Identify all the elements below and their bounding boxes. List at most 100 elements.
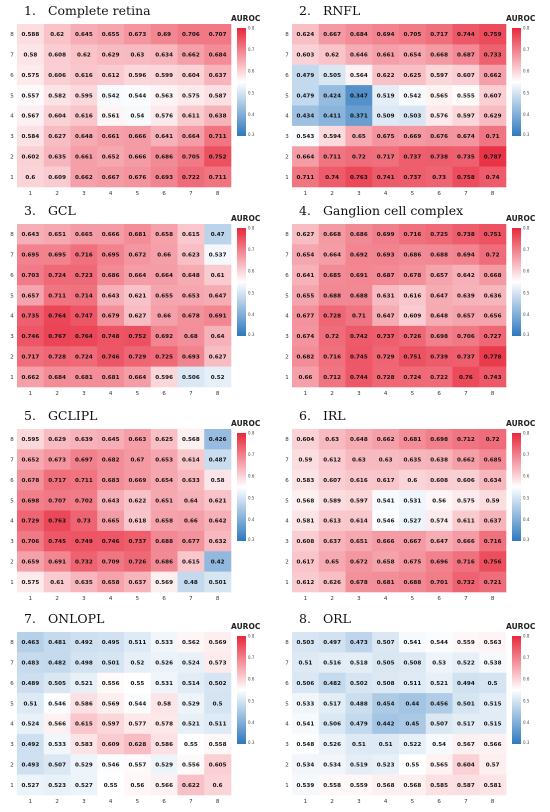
heatmap-cell <box>177 530 205 552</box>
cell-value-label: 0.624 <box>297 32 315 38</box>
heatmap-cell <box>425 733 453 755</box>
cell-value-label: 0.6 <box>213 783 223 789</box>
heatmap-cell <box>150 264 178 286</box>
cell-value-label: 0.442 <box>377 722 395 728</box>
cell-value-label: 0.732 <box>75 559 93 565</box>
cell-value-label: 0.612 <box>323 458 341 464</box>
heatmap-cell <box>292 285 320 306</box>
heatmap-cell <box>425 713 453 735</box>
heatmap-cell <box>150 146 178 167</box>
heatmap-cell <box>345 305 373 327</box>
x-tick-label: 1 <box>304 191 308 197</box>
cell-value-label: 0.589 <box>323 498 341 504</box>
cell-value-label: 0.533 <box>48 742 66 748</box>
heatmap-cell <box>345 754 373 775</box>
cell-value-label: 0.604 <box>297 437 315 443</box>
heatmap-cell <box>452 85 480 106</box>
cell-value-label: 0.502 <box>350 681 368 687</box>
cell-value-label: 0.566 <box>155 783 173 789</box>
cell-value-label: 0.506 <box>323 722 341 728</box>
cell-value-label: 0.65 <box>325 559 339 565</box>
cell-value-label: 0.516 <box>323 661 341 667</box>
heatmap-cell <box>17 652 45 674</box>
cell-value-label: 0.505 <box>377 661 395 667</box>
colorbar-tick-label: 0.4 <box>523 112 530 117</box>
cell-value-label: 0.581 <box>297 519 315 525</box>
heatmap-cell <box>150 429 178 450</box>
cell-value-label: 0.587 <box>209 93 227 99</box>
cell-value-label: 0.47 <box>211 232 225 238</box>
heatmap-cell <box>345 774 373 796</box>
cell-value-label: 0.693 <box>182 354 200 360</box>
cell-value-label: 0.655 <box>102 32 120 38</box>
heatmap-cell <box>399 325 427 347</box>
heatmap-cell <box>177 166 205 188</box>
heatmap-cell <box>150 305 178 327</box>
cell-value-label: 0.611 <box>457 519 475 525</box>
y-tick-label: 3 <box>285 134 289 140</box>
cell-value-label: 0.738 <box>457 232 475 238</box>
cell-value-label: 0.597 <box>430 73 448 79</box>
cell-value-label: 0.607 <box>457 73 475 79</box>
cell-value-label: 0.711 <box>209 134 227 140</box>
heatmap-cell <box>70 449 98 471</box>
cell-value-label: 0.596 <box>155 375 173 381</box>
heatmap-cell <box>425 105 453 127</box>
cell-value-label: 0.52 <box>130 661 144 667</box>
cell-value-label: 0.65 <box>352 134 366 140</box>
y-tick-label: 8 <box>10 232 14 238</box>
heatmap-cell <box>204 510 232 532</box>
heatmap-cell <box>318 652 346 674</box>
heatmap-cell <box>399 264 427 286</box>
heatmap-cell <box>97 774 125 796</box>
cell-value-label: 0.44 <box>405 701 419 707</box>
x-tick-label: 2 <box>55 596 59 602</box>
heatmap-cell <box>204 449 232 471</box>
cell-value-label: 0.666 <box>377 539 395 545</box>
heatmap-cell <box>70 490 98 511</box>
cell-value-label: 0.722 <box>182 175 200 181</box>
y-tick-label: 4 <box>10 519 14 525</box>
cell-value-label: 0.729 <box>22 519 40 525</box>
cell-value-label: 0.733 <box>484 53 502 59</box>
heatmap-cell <box>204 754 232 775</box>
heatmap-cell <box>479 64 507 86</box>
heatmap-cell <box>177 366 205 388</box>
heatmap-cell <box>177 64 205 86</box>
y-tick-label: 6 <box>10 73 14 79</box>
y-tick-label: 6 <box>285 73 289 79</box>
cell-value-label: 0.595 <box>22 437 40 443</box>
x-tick-label: 3 <box>82 799 86 805</box>
cell-value-label: 0.503 <box>297 640 315 646</box>
cell-value-label: 0.501 <box>102 661 120 667</box>
heatmap-cell <box>399 224 427 245</box>
cell-value-label: 0.61 <box>211 273 225 279</box>
y-tick-label: 1 <box>285 580 289 586</box>
cell-value-label: 0.482 <box>323 681 341 687</box>
cell-value-label: 0.573 <box>209 661 227 667</box>
y-tick-label: 3 <box>10 742 14 748</box>
heatmap-svg: 0.627 0.668 0.686 0.699 0.716 0.725 0.738 0.751… <box>285 214 536 397</box>
cell-value-label: 0.59 <box>486 498 500 504</box>
cell-value-label: 0.546 <box>48 701 66 707</box>
heatmap-cell <box>452 24 480 45</box>
cell-value-label: 0.509 <box>377 114 395 120</box>
cell-value-label: 0.696 <box>430 559 448 565</box>
heatmap-cell <box>17 244 45 266</box>
cell-value-label: 0.594 <box>323 134 341 140</box>
heatmap-cell <box>452 429 480 450</box>
cell-value-label: 0.62 <box>50 32 64 38</box>
heatmap-cell <box>204 244 232 266</box>
cell-value-label: 0.481 <box>48 640 66 646</box>
colorbar-tick-label: 0.6 <box>248 269 255 274</box>
cell-value-label: 0.675 <box>377 134 395 140</box>
heatmap-cell <box>97 469 125 491</box>
y-tick-label: 7 <box>10 661 14 667</box>
cell-value-label: 0.727 <box>484 334 502 340</box>
heatmap-cell <box>399 551 427 572</box>
x-tick-label: 6 <box>162 191 166 197</box>
cell-value-label: 0.508 <box>377 681 395 687</box>
heatmap-cell <box>43 774 71 796</box>
heatmap-panel-1: 1. Complete retina 0.588 0.62 0.645 0.655 0.67… <box>5 0 275 200</box>
cell-value-label: 0.684 <box>209 53 227 59</box>
